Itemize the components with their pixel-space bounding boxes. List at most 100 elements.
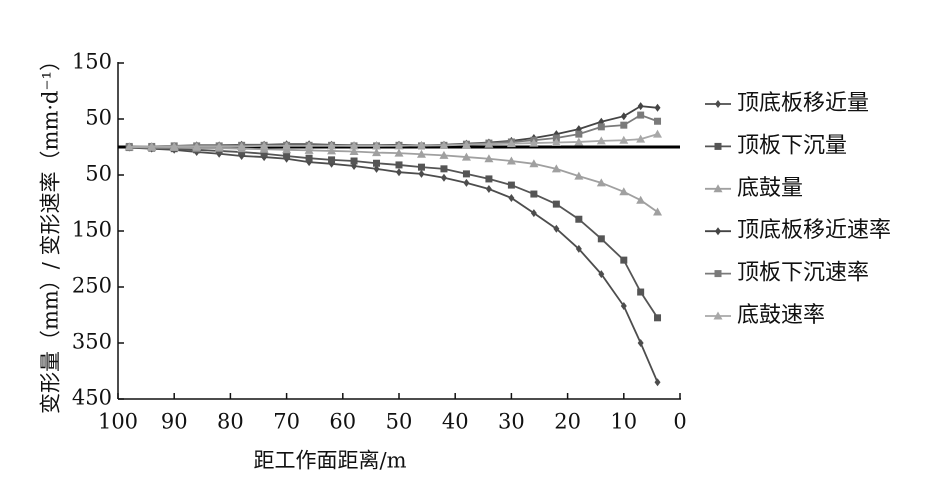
marker [529, 138, 539, 147]
legend-label: 底鼓量 [737, 176, 803, 201]
marker [575, 215, 583, 223]
y-tick-label: 250 [72, 274, 112, 298]
marker [439, 140, 449, 149]
marker [654, 117, 662, 125]
legend-label: 顶板下沉量 [737, 133, 847, 158]
marker [372, 148, 382, 157]
marker [597, 235, 605, 243]
marker [714, 142, 722, 150]
marker [529, 159, 539, 168]
marker [636, 134, 646, 143]
series-line [129, 146, 659, 383]
marker [485, 185, 492, 193]
legend-label: 底鼓速率 [737, 303, 825, 328]
marker [416, 149, 426, 158]
marker [715, 227, 721, 236]
marker [440, 173, 447, 182]
marker [439, 150, 449, 159]
marker [283, 152, 291, 160]
marker [551, 138, 561, 147]
y-tick-label: 350 [72, 330, 112, 354]
marker [327, 146, 337, 155]
x-tick-label: 50 [386, 410, 413, 434]
x-tick-label: 60 [329, 410, 356, 434]
marker [461, 140, 471, 149]
marker [530, 190, 538, 198]
y-tick-label: 150 [72, 50, 112, 74]
x-tick-label: 30 [498, 410, 525, 434]
marker [508, 193, 515, 202]
marker [620, 112, 627, 121]
marker [596, 136, 606, 145]
marker [396, 168, 402, 177]
marker [620, 121, 628, 129]
x-axis-label: 距工作面距离/m [254, 449, 407, 473]
legend-label: 顶板下沉速率 [737, 261, 869, 286]
marker [598, 270, 605, 279]
y-axis-label: 变形量（mm）/ 变形速率（mm·d⁻¹） [39, 50, 63, 414]
marker [214, 141, 224, 150]
marker [327, 141, 337, 150]
marker [596, 178, 606, 187]
marker [574, 137, 584, 146]
x-tick-label: 90 [161, 410, 188, 434]
marker [653, 207, 663, 216]
marker [619, 135, 629, 144]
marker [619, 187, 629, 196]
marker [394, 141, 404, 150]
marker [418, 169, 425, 178]
marker [260, 150, 268, 158]
marker [597, 123, 605, 131]
marker [417, 163, 425, 171]
marker [147, 141, 157, 150]
marker [637, 288, 645, 296]
x-tick-label: 0 [673, 410, 686, 434]
marker [373, 159, 381, 167]
marker [373, 164, 380, 173]
marker [530, 209, 537, 218]
marker [713, 184, 723, 193]
marker [394, 148, 404, 157]
marker [169, 141, 179, 150]
marker [653, 129, 663, 138]
marker [282, 141, 292, 150]
marker [304, 145, 314, 154]
y-tick-label: 150 [72, 218, 112, 242]
marker [620, 256, 628, 264]
marker [192, 141, 202, 150]
marker [463, 178, 470, 187]
marker [416, 140, 426, 149]
marker [237, 141, 247, 150]
marker [328, 156, 336, 164]
y-tick-label: 50 [85, 162, 112, 186]
x-tick-label: 80 [217, 410, 244, 434]
marker [636, 195, 646, 204]
marker [304, 141, 314, 150]
x-tick-label: 70 [273, 410, 300, 434]
marker [349, 146, 359, 155]
marker [553, 224, 560, 233]
marker [507, 181, 515, 189]
marker [715, 100, 721, 108]
y-tick-label: 50 [85, 106, 112, 130]
marker [372, 141, 382, 150]
marker [349, 141, 359, 150]
marker [259, 141, 269, 150]
x-tick-label: 40 [442, 410, 469, 434]
x-tick-label: 10 [610, 410, 637, 434]
marker [575, 130, 583, 138]
x-tick-label: 100 [98, 410, 138, 434]
marker [462, 170, 470, 178]
marker [713, 311, 723, 320]
marker [440, 165, 448, 173]
marker [654, 314, 662, 322]
marker [637, 102, 644, 111]
marker [654, 103, 661, 112]
marker [551, 164, 561, 173]
marker [485, 175, 493, 183]
marker [620, 302, 627, 311]
legend-label: 顶底板移近量 [737, 91, 869, 116]
marker [637, 339, 644, 347]
